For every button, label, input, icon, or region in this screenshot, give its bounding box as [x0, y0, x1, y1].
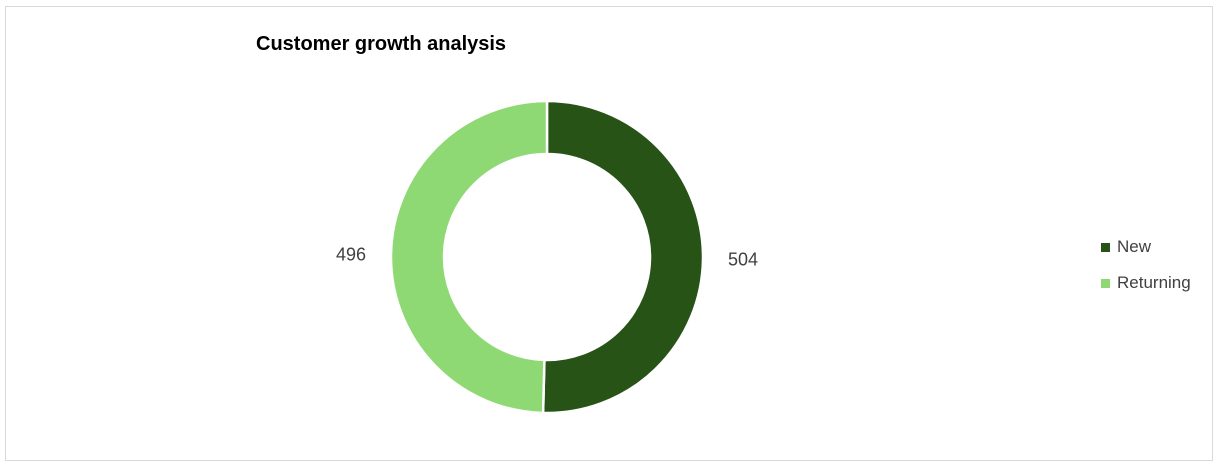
legend-swatch-returning: [1101, 278, 1110, 288]
legend-swatch-new: [1101, 242, 1110, 252]
legend-item-returning: Returning: [1101, 265, 1191, 301]
data-label-returning: 496: [336, 245, 366, 265]
donut-slices: [389, 99, 705, 415]
slice-returning: [389, 99, 549, 415]
legend: New Returning: [1101, 229, 1191, 301]
slice-new: [541, 99, 705, 415]
chart-title: Customer growth analysis: [256, 33, 507, 55]
legend-label-returning: Returning: [1117, 273, 1191, 292]
legend-label-new: New: [1117, 237, 1152, 256]
data-labels: 504 496: [336, 245, 758, 270]
legend-item-new: New: [1101, 229, 1191, 265]
data-label-new: 504: [728, 249, 758, 269]
